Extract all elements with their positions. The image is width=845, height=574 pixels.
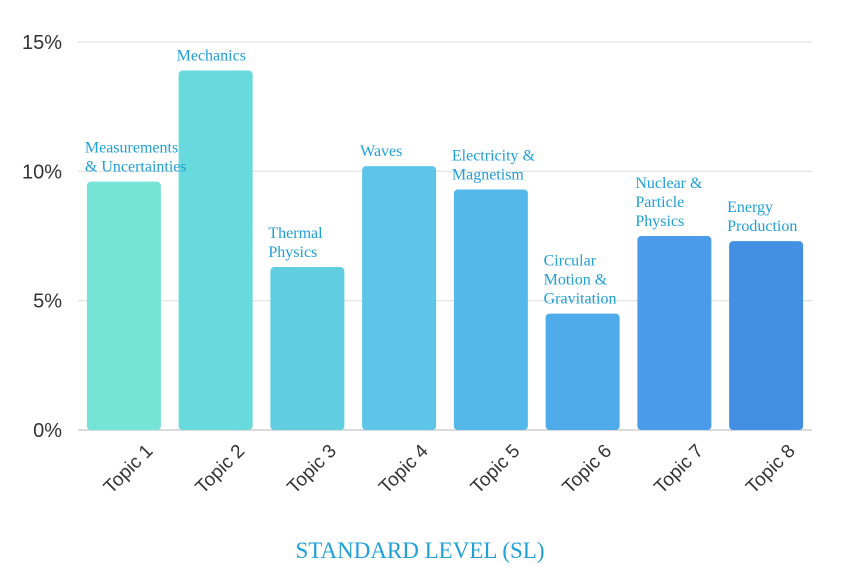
bars bbox=[86, 70, 804, 430]
bar-label-line: Electricity & bbox=[452, 147, 536, 164]
bar-label-line: Magnetism bbox=[452, 166, 525, 183]
x-axis-ticks: Topic 1 Topic 2 Topic 3 Topic 4 Topic 5 Topic… bbox=[100, 440, 800, 498]
x-tick-label: Topic 2 bbox=[192, 441, 249, 498]
y-tick-label: 5% bbox=[33, 291, 62, 313]
bar-label: Waves bbox=[360, 143, 402, 160]
x-tick-label: Topic 1 bbox=[100, 441, 157, 498]
bar-label-line: Production bbox=[727, 218, 797, 235]
bar-label: Thermal Physics bbox=[268, 225, 323, 261]
x-tick-label: Topic 7 bbox=[650, 441, 707, 498]
bar-label: Nuclear & Particle Physics bbox=[635, 175, 703, 230]
x-tick-label: Topic 8 bbox=[742, 441, 799, 498]
bar-label-line: Physics bbox=[635, 213, 684, 230]
bar-label: Circular Motion & Gravitation bbox=[544, 253, 617, 308]
x-tick-label: Topic 5 bbox=[467, 441, 524, 498]
bar bbox=[86, 181, 161, 430]
bar-label-line: Thermal bbox=[268, 225, 323, 242]
bar bbox=[270, 267, 345, 430]
bar-label: Mechanics bbox=[177, 47, 246, 64]
y-tick-label: 0% bbox=[33, 420, 62, 442]
bar bbox=[453, 189, 528, 430]
x-tick-label: Topic 6 bbox=[559, 441, 616, 498]
bar-label-line: Energy bbox=[727, 199, 773, 216]
bar-label-line: Circular bbox=[544, 253, 597, 270]
bar-label-line: Mechanics bbox=[177, 47, 246, 64]
bar-labels: Measurements & Uncertainties Mechanics Ther… bbox=[85, 47, 797, 307]
bar bbox=[637, 236, 712, 430]
bar-label-line: Waves bbox=[360, 143, 402, 160]
bar-label: Energy Production bbox=[727, 199, 797, 235]
bar-label: Electricity & Magnetism bbox=[452, 147, 536, 183]
bar-label-line: Motion & bbox=[544, 272, 608, 289]
bar-label-line: Nuclear & bbox=[635, 175, 703, 192]
bar-label-line: Particle bbox=[635, 194, 684, 211]
bar-label: Measurements & Uncertainties bbox=[85, 140, 187, 176]
y-tick-label: 15% bbox=[22, 32, 62, 54]
bar-label-line: & Uncertainties bbox=[85, 159, 187, 176]
bar bbox=[729, 241, 804, 430]
bar-label-line: Physics bbox=[268, 244, 317, 261]
bar bbox=[545, 313, 620, 430]
y-axis-ticks: 0% 5% 10% 15% bbox=[22, 32, 62, 442]
bar-label-line: Gravitation bbox=[544, 291, 617, 308]
y-tick-label: 10% bbox=[22, 161, 62, 183]
bar bbox=[362, 166, 437, 430]
bar-label-line: Measurements bbox=[85, 140, 178, 157]
x-axis-label: STANDARD LEVEL (SL) bbox=[295, 538, 544, 563]
x-tick-label: Topic 4 bbox=[375, 440, 433, 498]
x-tick-label: Topic 3 bbox=[283, 441, 340, 498]
bar bbox=[178, 70, 253, 430]
